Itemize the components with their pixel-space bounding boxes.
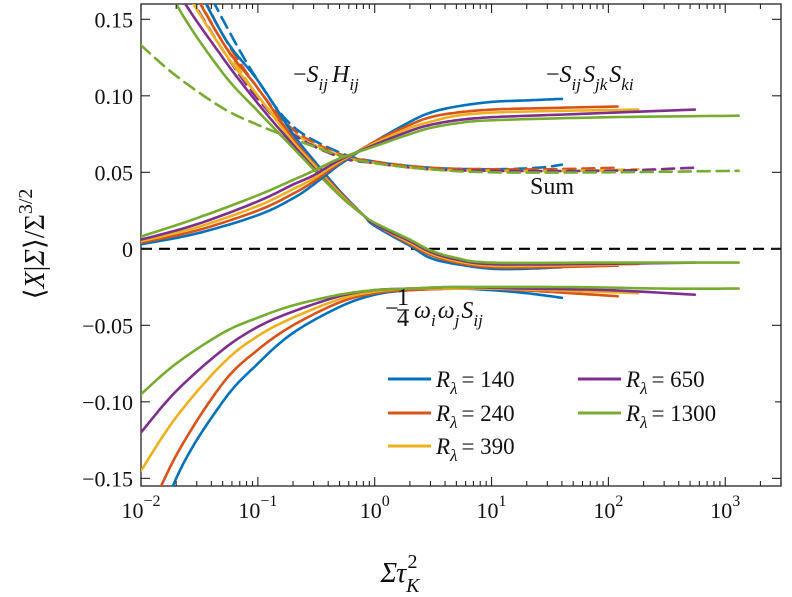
annotation-strain-self-amplification: −SijSjkSki [546, 62, 634, 94]
svg-text:1: 1 [397, 285, 409, 311]
legend-item-1300: Rλ = 1300 [578, 401, 716, 432]
series-line-sss-650 [141, 108, 697, 241]
y-tick-label: 0.15 [95, 7, 134, 32]
legend-label: Rλ = 240 [435, 401, 515, 432]
axis-ticks: 10−2 10−1 100 101 102 103 0.15 0.10 0.05 0 −0.05 −0… [82, 4, 782, 523]
legend-label: Rλ = 390 [435, 434, 515, 465]
y-tick-label: −0.10 [82, 390, 133, 415]
legend-label: Rλ = 650 [625, 367, 705, 398]
x-tick-label: 101 [477, 493, 507, 523]
y-tick-label: −0.05 [82, 313, 133, 338]
series-line-sss-390 [141, 108, 640, 243]
legend-item-140: Rλ = 140 [388, 367, 515, 398]
x-axis-title: ΣτK2 [379, 551, 421, 597]
legend-item-390: Rλ = 390 [388, 434, 515, 465]
svg-text:−: − [385, 296, 399, 322]
legend-item-240: Rλ = 240 [388, 401, 515, 432]
y-tick-label: −0.15 [82, 466, 133, 491]
x-tick-label: 100 [360, 493, 390, 523]
y-tick-label: 0.05 [95, 160, 134, 185]
series-line-sss-1300 [141, 114, 740, 238]
series-line-wws-1300 [141, 285, 740, 396]
x-tick-label: 10−2 [121, 493, 160, 523]
x-tick-label: 10−1 [238, 493, 277, 523]
x-tick-label: 103 [710, 493, 740, 523]
annotation-vortex-stretching: − 1 4 ωiωjSij [385, 285, 483, 332]
series-line-sss-240 [141, 105, 619, 244]
annotation-strain-hessian: −Sij Hij [293, 62, 359, 94]
y-tick-label: 0 [122, 237, 133, 262]
plot-area [140, 3, 782, 487]
series-line-wws-140 [171, 287, 564, 486]
y-axis-title: ⟨X|Σ⟩/Σ3/2 [15, 189, 51, 300]
y-tick-label: 0.10 [95, 84, 134, 109]
svg-text:ωiωjSij: ωiωjSij [414, 298, 483, 330]
x-tick-label: 102 [593, 493, 623, 523]
legend-item-650: Rλ = 650 [578, 367, 705, 398]
legend-label: Rλ = 140 [435, 367, 515, 398]
svg-text:4: 4 [397, 306, 409, 332]
annotation-sum: Sum [530, 174, 574, 200]
series-line-sh-1300 [174, 4, 740, 265]
legend-label: Rλ = 1300 [625, 401, 716, 432]
series-line-sum-1300 [141, 44, 740, 174]
